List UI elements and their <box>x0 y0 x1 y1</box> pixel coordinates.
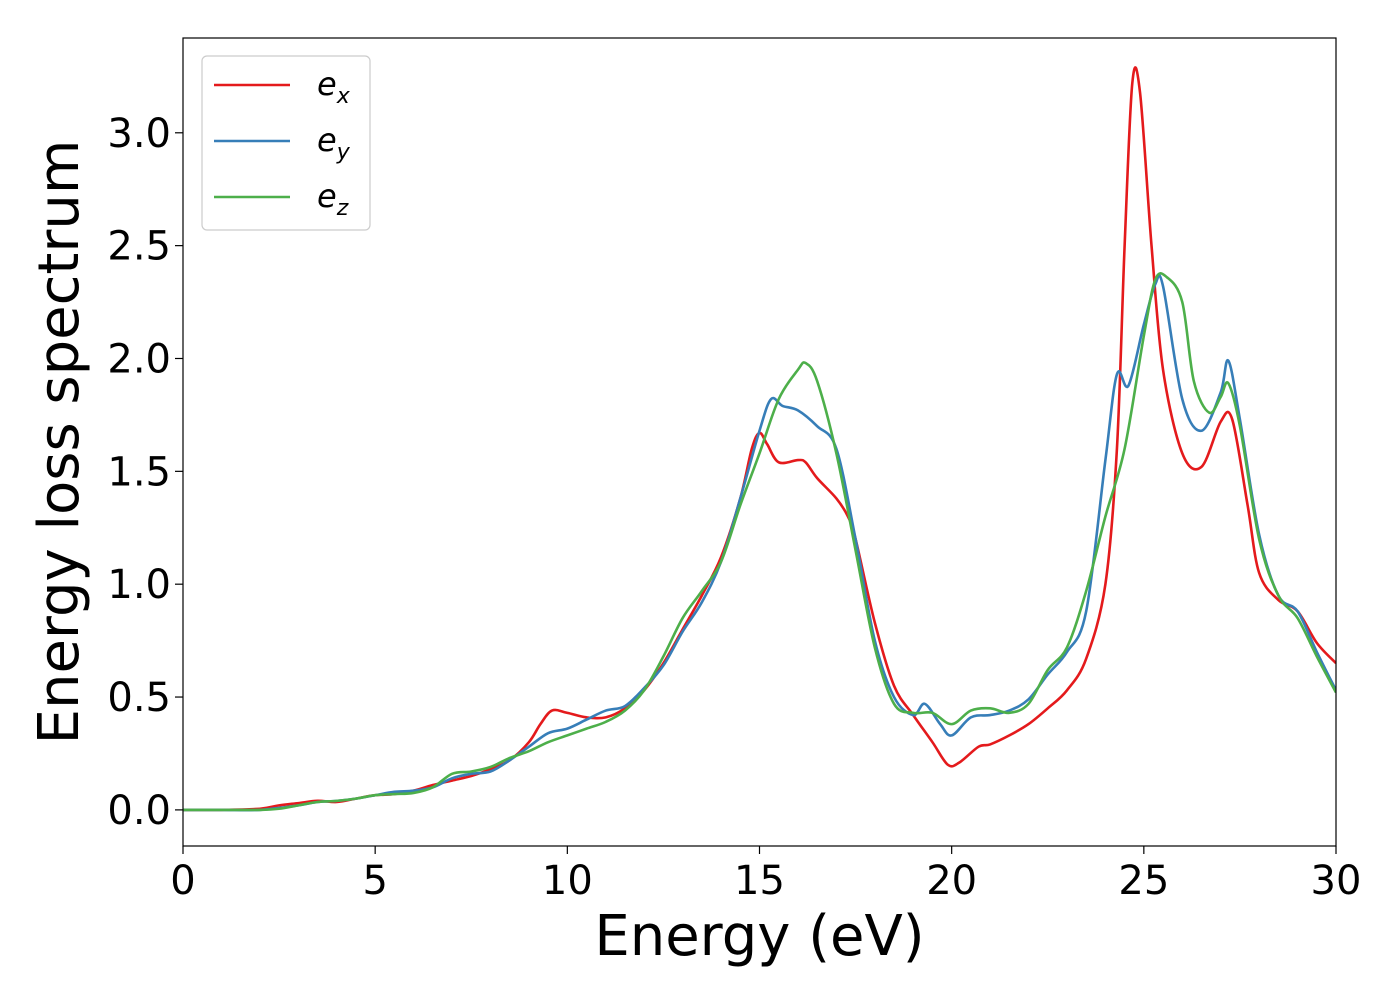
x-axis: 0 5 10 15 20 25 30 <box>170 846 1361 904</box>
y-tick-label: 1.5 <box>107 449 171 495</box>
y-tick-label: 1.0 <box>107 562 171 608</box>
x-tick-label: 10 <box>542 858 593 904</box>
x-tick-label: 5 <box>362 858 387 904</box>
y-tick-label: 3.0 <box>107 111 171 157</box>
y-tick-label: 0.0 <box>107 788 171 834</box>
y-tick-label: 2.5 <box>107 224 171 270</box>
x-axis-title: Energy (eV) <box>594 904 924 969</box>
series-line-e-x <box>183 66 1336 812</box>
x-tick-label: 20 <box>926 858 977 904</box>
series-line-e-z <box>183 272 1336 812</box>
x-tick-label: 15 <box>734 858 785 904</box>
y-axis-title: Energy loss spectrum <box>27 140 92 745</box>
legend-label-e-x: ex <box>317 65 351 109</box>
y-axis: 0.0 0.5 1.0 1.5 2.0 2.5 3.0 <box>107 111 183 834</box>
legend-box <box>201 55 371 231</box>
series-line-e-y <box>183 274 1336 812</box>
series-layer <box>183 66 1336 812</box>
x-tick-label: 25 <box>1118 858 1169 904</box>
legend-label-e-y: ey <box>317 121 351 165</box>
y-tick-label: 0.5 <box>107 675 171 721</box>
legend-label-e-z: ez <box>317 177 349 221</box>
x-tick-label: 30 <box>1311 858 1362 904</box>
legend: ex ey ez <box>201 55 371 231</box>
x-tick-label: 0 <box>170 858 195 904</box>
y-tick-label: 2.0 <box>107 336 171 382</box>
